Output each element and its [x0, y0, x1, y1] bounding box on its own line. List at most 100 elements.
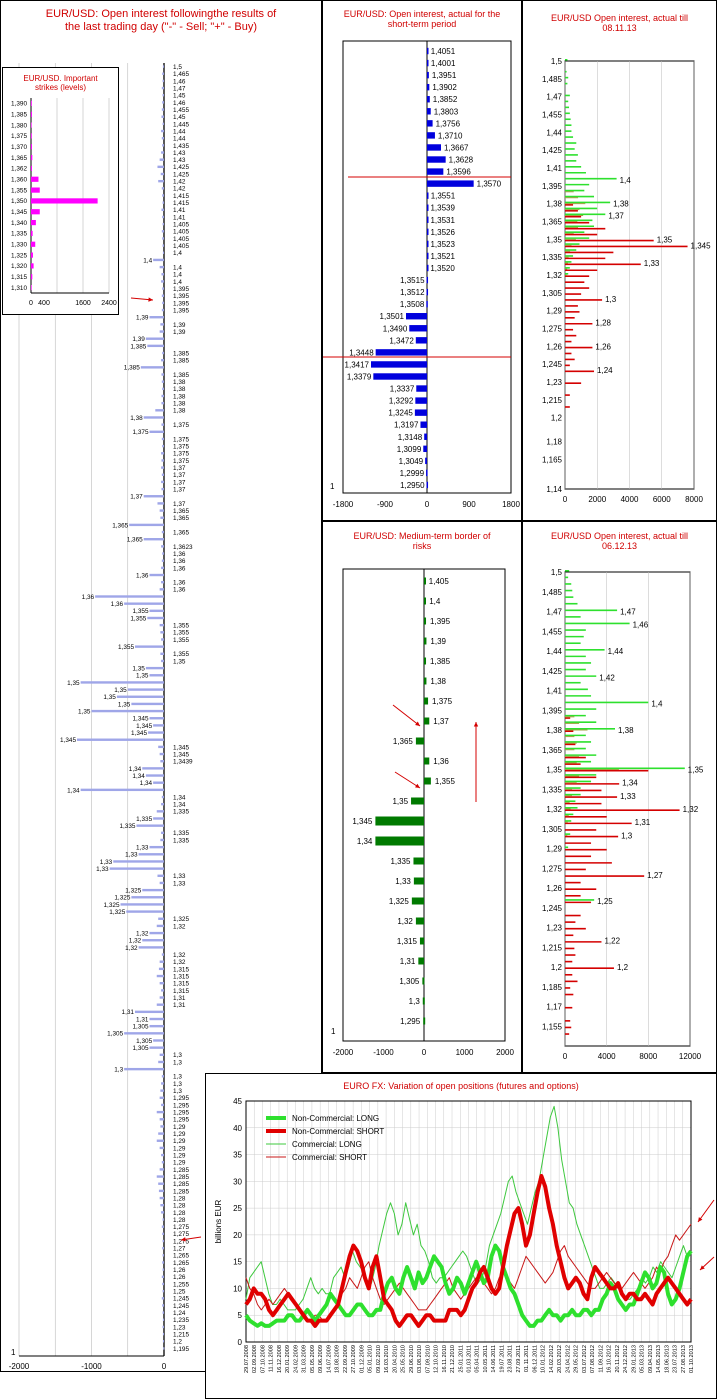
main-bar: [140, 366, 164, 369]
oi1-bar-label: 1,33: [644, 259, 660, 268]
oi2-y-tick: 1,47: [546, 608, 562, 617]
fx-x-tick: 14.02.2012: [549, 1345, 555, 1373]
short-x-tick: 900: [462, 500, 476, 509]
main-bar-label: 1,285: [173, 1181, 189, 1188]
strikes-x-tick: 400: [38, 300, 50, 307]
short-x-tick: -900: [377, 500, 394, 509]
fx-x-tick: 07.10.2008: [260, 1345, 266, 1373]
short-bar-label: 1,3049: [399, 457, 424, 466]
main-bar: [161, 423, 164, 426]
main-bar: [161, 273, 164, 276]
risk-bar: [424, 657, 427, 665]
main-bar: [162, 351, 164, 355]
fx-x-tick: 21.12.2010: [450, 1345, 456, 1373]
oi2-y-tick: 1,23: [546, 924, 562, 933]
short-bar-label: 1,3512: [400, 288, 425, 297]
main-bar: [95, 595, 164, 598]
oi2-bar-label: 1,44: [608, 647, 624, 656]
short-bar: [409, 325, 427, 332]
oi2-x-tick: 0: [563, 1052, 568, 1061]
fx-y-tick: 25: [233, 1204, 242, 1213]
main-bar: [157, 874, 164, 877]
strikes-y-tick: 1,335: [11, 231, 27, 238]
oi1-y-tick: 1,35: [546, 235, 562, 244]
oi2-bar-label: 1,4: [651, 700, 663, 709]
oi2-y-tick: 1,32: [546, 805, 562, 814]
main-bar-label: 1,35: [132, 666, 145, 673]
main-bar: [161, 108, 164, 111]
risk-x-tick: 0: [422, 1048, 427, 1057]
main-bar: [159, 752, 164, 756]
main-bar: [116, 695, 164, 698]
main-bar-label: 1,295: [173, 1117, 189, 1124]
main-bar: [161, 487, 164, 491]
short-bar: [427, 228, 429, 236]
short-bar: [426, 300, 428, 308]
main-bar: [161, 1153, 164, 1157]
short-bar-label: 1,3523: [430, 240, 455, 249]
main-bar: [161, 530, 164, 534]
main-bar-label: 1,325: [125, 888, 141, 895]
fx-x-tick: 19.07.2011: [499, 1345, 505, 1373]
main-bar: [162, 201, 164, 204]
short-bar: [427, 108, 431, 115]
main-bar-label: 1,32: [173, 923, 186, 930]
oi2-x-tick: 8000: [639, 1052, 657, 1061]
main-bar: [156, 1139, 164, 1142]
main-bar: [162, 1289, 164, 1293]
strikes-title: EUR/USD. Important strikes (levels): [23, 74, 98, 93]
strikes-x-tick: 0: [29, 300, 33, 307]
main-bar: [160, 652, 164, 655]
fx-x-tick: 12.10.2010: [434, 1345, 440, 1373]
short-bar-label: 1,3539: [430, 204, 455, 213]
main-bar: [161, 373, 164, 376]
oi2-y-tick: 1,485: [542, 588, 563, 597]
main-bar-label: 1,35: [118, 701, 131, 708]
risk-bar-label: 1,315: [397, 937, 418, 946]
main-bar: [160, 760, 164, 763]
main-bar-label: 1,47: [173, 85, 186, 92]
short-bar-label: 1,3710: [438, 131, 463, 140]
main-bar-label: 1,465: [173, 71, 189, 78]
main-bar-label: 1,355: [133, 608, 149, 615]
main-bar: [158, 1060, 164, 1064]
main-bar-label: 1,275: [173, 1231, 189, 1238]
short-bar-label: 1,3448: [349, 348, 374, 357]
main-bar: [147, 344, 164, 348]
main-bar: [153, 258, 164, 262]
main-bar: [158, 179, 164, 183]
main-bar: [161, 831, 164, 835]
risk-bar: [423, 1017, 426, 1025]
short-term-chart: 1,4051 1,4001 1,3951 1,3902 1,3852 1,3803 1,37…: [323, 40, 520, 509]
main-bar: [149, 1024, 164, 1028]
risk-bar-label: 1,36: [433, 757, 449, 766]
main-bar: [160, 323, 164, 326]
main-bar-label: 1,405: [173, 243, 189, 250]
main-bar-label: 1,315: [173, 981, 189, 988]
strikes-bar: [31, 241, 36, 247]
main-bar-label: 1,32: [136, 930, 149, 937]
oi2-bar-label: 1,35: [688, 766, 704, 775]
main-bar-label: 1,42: [173, 186, 186, 193]
oi2-bar-label: 1,34: [622, 779, 638, 788]
main-bar: [149, 717, 164, 720]
main-bar: [159, 881, 164, 885]
fx-x-tick: 01.11.2011: [524, 1345, 530, 1372]
main-x-tick: 0: [162, 1362, 167, 1371]
strikes-bar: [31, 133, 32, 139]
main-bar: [160, 1125, 164, 1128]
main-bar: [162, 387, 164, 391]
oi1-y-tick: 1,32: [546, 271, 562, 280]
oi-081113-chart: 0 2000 4000 6000 8000 1,5 1,485 1,47 1,455 1,44 1,…: [542, 57, 711, 504]
fx-x-tick: 01.10.2013: [689, 1345, 695, 1373]
main-bar-label: 1,4: [173, 272, 182, 279]
main-bar-label: 1,3: [114, 1067, 123, 1074]
main-bar-label: 1,415: [173, 200, 189, 207]
risk-bar-label: 1,33: [395, 877, 411, 886]
main-bar: [161, 1225, 164, 1228]
strikes-y-tick: 1,320: [11, 263, 27, 270]
main-bar-label: 1,275: [173, 1224, 189, 1231]
short-bar: [415, 337, 427, 344]
fx-x-tick: 05.01.2010: [368, 1345, 374, 1373]
main-bar-label: 1,275: [173, 1238, 189, 1245]
